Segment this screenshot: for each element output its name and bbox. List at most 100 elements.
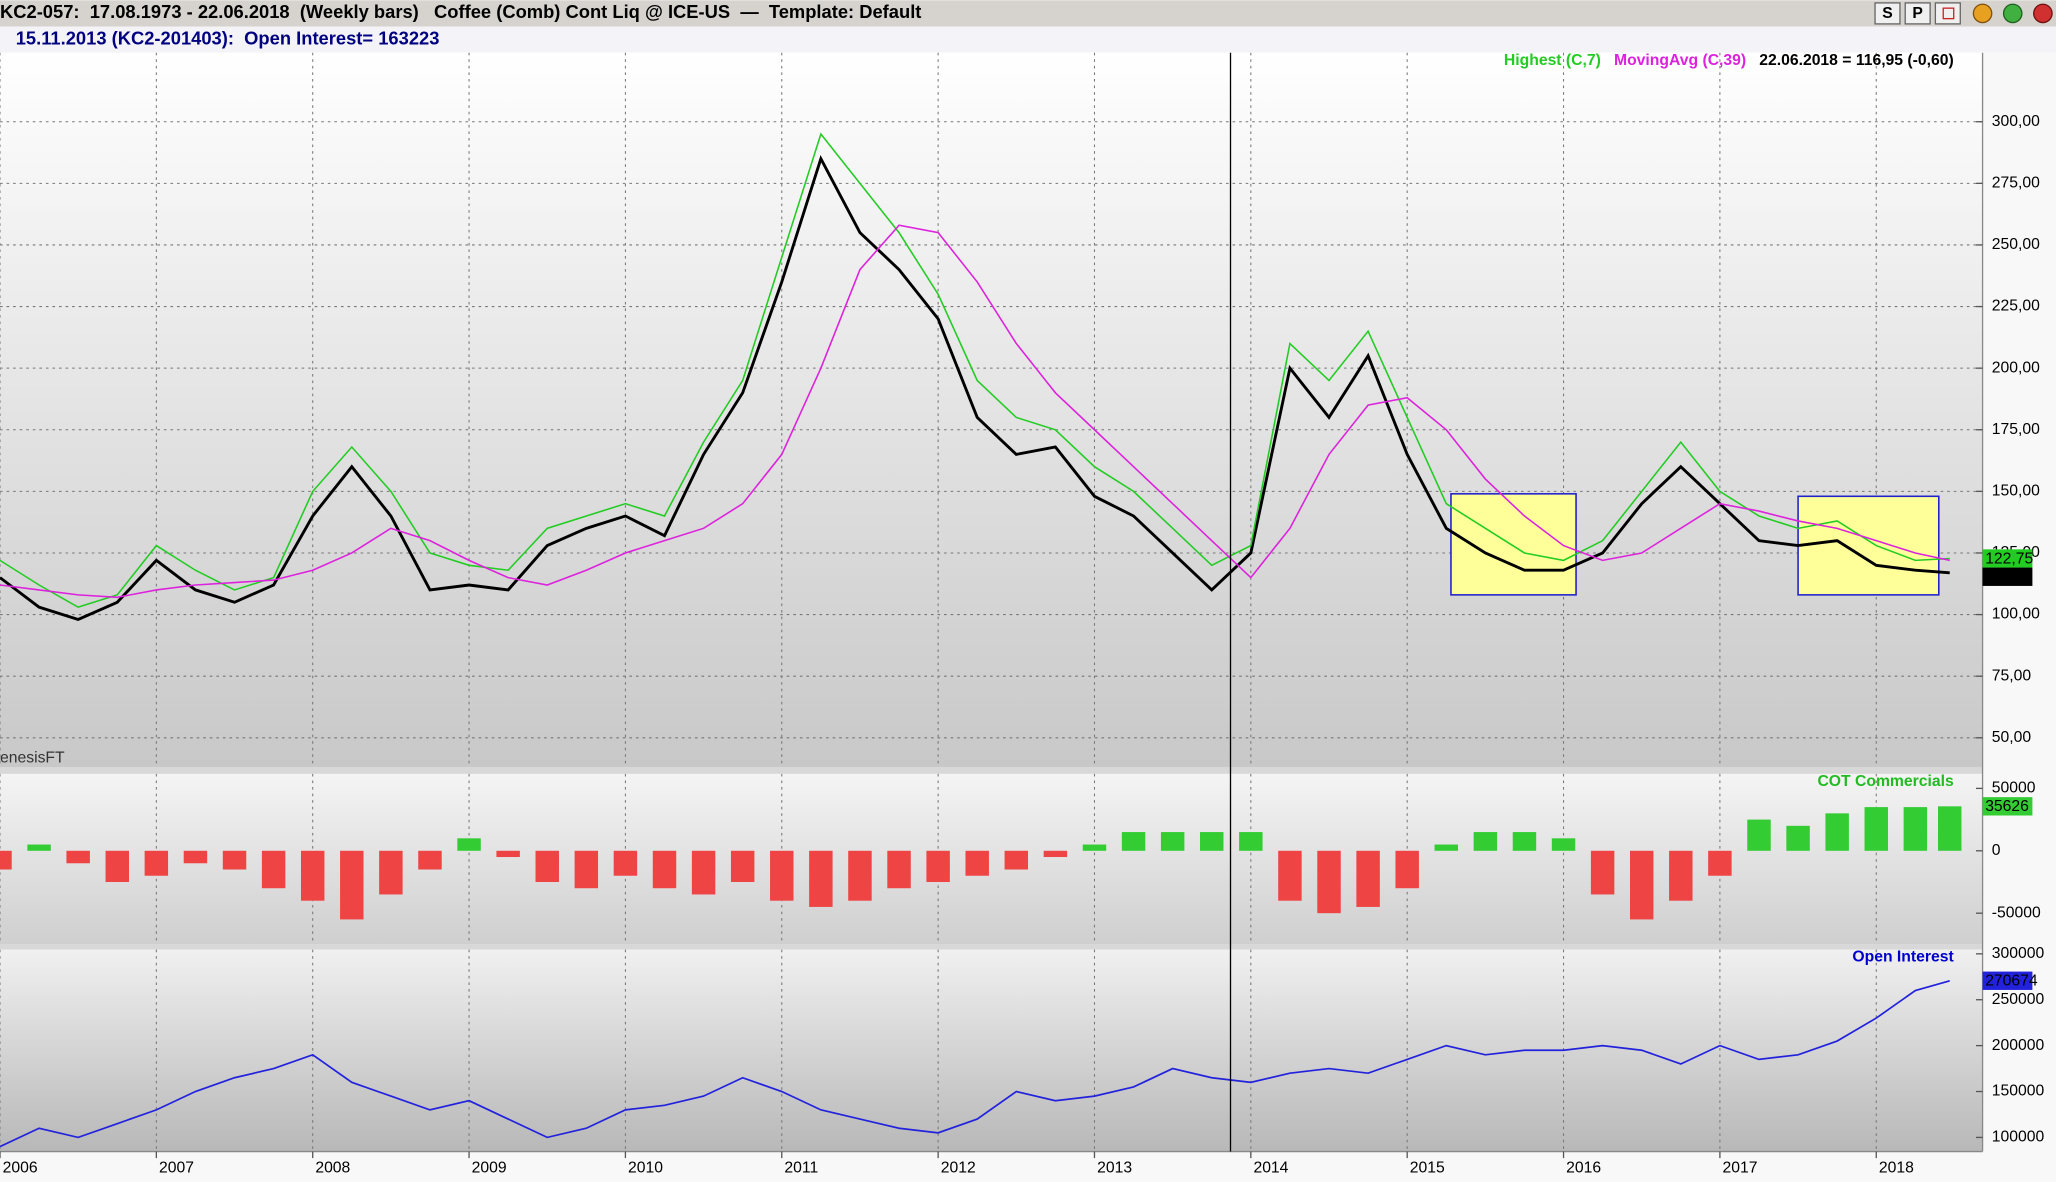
histogram-bar [1938,806,1962,851]
histogram-bar [222,850,247,870]
histogram-bar [1825,813,1849,851]
title-bar [0,0,2056,27]
legend-entry: Highest (C,7) [1504,52,1601,69]
histogram-bar [730,850,755,882]
y-tick-label: 175,00 [1992,421,2040,438]
x-tick-label: 2018 [1879,1160,1914,1177]
value-label-box [1982,971,2033,990]
info-text: 15.11.2013 (KC2-201403): Open Interest= … [16,27,440,48]
pane-separator [0,767,2056,774]
value-label-box [1982,797,2033,816]
histogram-bar [652,850,677,889]
value-label-box [1982,567,2033,586]
x-tick-label: 2017 [1723,1160,1758,1177]
y-tick-label: 50000 [1992,780,2036,797]
histogram-bar [457,838,481,851]
histogram-bar [535,850,559,882]
histogram-bar [379,850,403,895]
value-label: 270674 [1985,973,2038,990]
button[interactable] [1904,2,1931,25]
y-tick-label: -50000 [1992,904,2041,921]
info-bar [0,26,2056,53]
value-label-box [1982,549,2033,568]
histogram-bar [613,850,638,876]
y-tick-label: 0 [1992,842,2001,859]
y-tick-label: 100,00 [1992,606,2040,623]
price-line [0,154,1950,622]
histogram-bar [1356,850,1380,907]
pane-title: COT Commercials [1817,773,1954,790]
histogram-bar [1786,825,1810,851]
histogram-bar [1747,819,1771,851]
x-tick-label: 2011 [784,1160,818,1177]
x-tick-label: 2010 [628,1160,663,1177]
x-tick-label: 2006 [3,1160,38,1177]
y-tick-label: 300,00 [1992,113,2040,130]
pane-separator [0,944,2056,950]
legend-note: 22.06.2018 = 116,95 (-0,60) [1759,52,1953,69]
histogram-bar [66,850,90,864]
value-label: 35626 [1985,798,2029,815]
y-axis-area [1982,52,2056,1152]
price-pane [0,52,1983,768]
x-tick-label: 2009 [472,1160,507,1177]
y-tick-label: 100000 [1992,1129,2045,1146]
histogram-bar [1512,832,1537,851]
histogram-bar [418,850,442,870]
value-label: 122,75 [1985,550,2033,567]
y-tick-label: 300000 [1992,945,2045,962]
histogram-bar [300,850,325,901]
histogram-bar [691,850,716,895]
x-tick-label: 2016 [1566,1160,1601,1177]
x-axis-area [0,1151,2056,1182]
x-tick-label: 2014 [1253,1160,1288,1177]
x-tick-label: 2008 [315,1160,350,1177]
maximize-button[interactable] [2002,3,2023,24]
y-tick-label: 75,00 [1992,667,2032,684]
histogram-bar [1395,850,1419,889]
histogram-bar [1121,832,1146,851]
histogram-bar [496,850,520,858]
histogram-bar [1903,807,1928,851]
watermark: enesisFT [0,749,65,766]
histogram-bar [1200,832,1224,851]
histogram-bar [144,850,169,876]
histogram-bar [183,850,208,864]
button-label[interactable]: S [1882,5,1892,22]
histogram-bar [0,850,12,870]
y-tick-label: 275,00 [1992,175,2040,192]
y-tick-label: 150000 [1992,1083,2045,1100]
highlight-box [1797,495,1940,596]
button[interactable] [1874,2,1901,25]
x-tick-label: 2012 [941,1160,976,1177]
oi-pane [0,949,1983,1152]
histogram-bar [848,850,872,901]
histogram-bar [340,850,364,920]
series-line [0,132,1950,609]
histogram-bar [1434,844,1459,851]
series-line [0,979,1950,1148]
legend-entry: MovingAvg (C,39) [1614,52,1746,69]
button-icon [1942,7,1955,20]
histogram-bar [574,850,599,889]
histogram-bar [1317,850,1341,914]
button-label[interactable]: P [1912,5,1922,22]
histogram-bar [1629,850,1654,920]
histogram-bar [1278,850,1302,901]
histogram-bar [27,844,51,851]
pane-title: Open Interest [1852,949,1954,966]
histogram-bar [1004,850,1029,870]
button[interactable] [1934,2,1961,25]
close-button[interactable] [2033,3,2053,24]
histogram-bar [261,850,286,889]
histogram-bar [965,850,989,876]
value-label: 116,95 [1985,569,2032,586]
y-tick-label: 250,00 [1992,236,2040,253]
histogram-bar [1160,832,1185,851]
series-line [0,224,1950,599]
x-tick-label: 2013 [1097,1160,1132,1177]
y-tick-label: 250000 [1992,991,2045,1008]
histogram-bar [1043,850,1068,858]
minimize-button[interactable] [1972,3,1993,24]
